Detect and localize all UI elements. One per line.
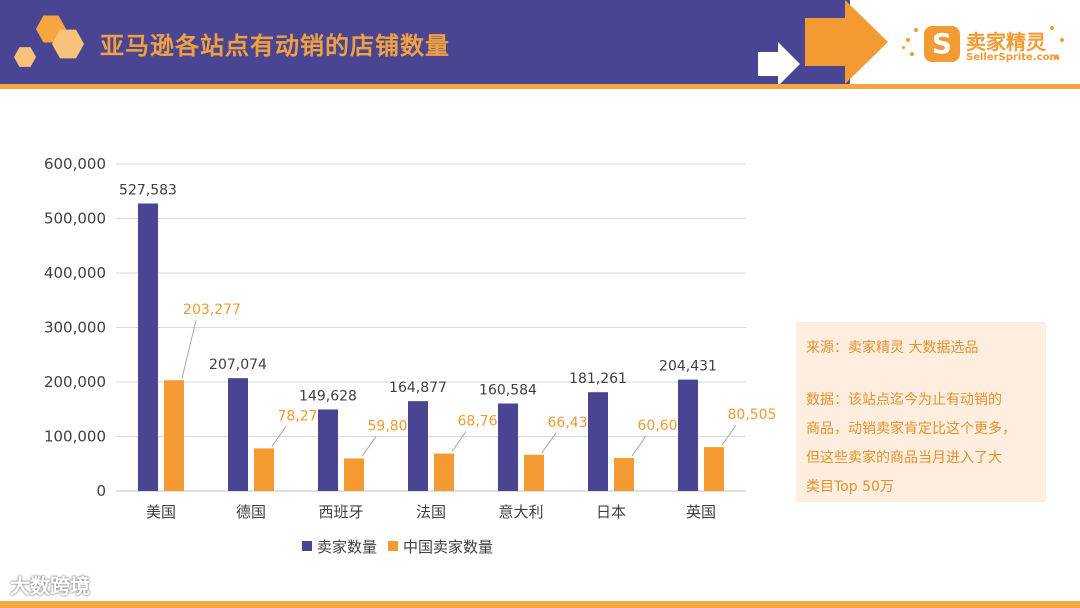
- data-note: 数据：该站点迄今为止有动销的 商品，动销卖家肯定比这个更多， 但这些卖家的商品当…: [806, 386, 1036, 502]
- data-label: 60,605: [638, 418, 687, 434]
- footer-divider: [0, 601, 1080, 608]
- y-tick-label: 0: [96, 482, 106, 500]
- legend-swatch: [388, 541, 398, 551]
- data-note-line: 商品，动销卖家肯定比这个更多，: [806, 421, 1016, 437]
- data-label: 160,584: [479, 382, 537, 398]
- bar-seller-count: [588, 392, 608, 491]
- y-tick-label: 500,000: [44, 210, 106, 228]
- data-note-line: 但这些卖家的商品当月进入了大: [806, 450, 1002, 466]
- data-label: 68,766: [458, 414, 507, 430]
- leader-line: [451, 431, 467, 452]
- hexagon-icon: [14, 47, 36, 67]
- y-tick-label: 400,000: [44, 264, 106, 282]
- leader-line: [721, 424, 737, 446]
- data-label: 59,805: [368, 418, 417, 434]
- legend-label: 卖家数量: [317, 538, 377, 556]
- bar-china-seller-count: [614, 457, 634, 491]
- legend-swatch: [302, 541, 312, 551]
- x-tick-label: 英国: [686, 503, 716, 521]
- data-label: 527,583: [119, 182, 177, 198]
- data-label: 164,877: [389, 380, 447, 396]
- watermark: 大数跨境: [10, 574, 90, 598]
- bar-seller-count: [228, 378, 248, 491]
- bar-china-seller-count: [704, 447, 724, 491]
- y-tick-label: 300,000: [44, 319, 106, 337]
- header: 亚马逊各站点有动销的店铺数量 S 卖家精灵 SellerSprite.com: [0, 0, 1080, 89]
- x-tick-label: 意大利: [498, 503, 543, 521]
- x-tick-label: 西班牙: [318, 503, 363, 521]
- logo-name: 卖家精灵: [966, 30, 1046, 54]
- leader-line: [541, 432, 557, 454]
- data-label: 149,628: [299, 388, 357, 404]
- y-tick-label: 100,000: [44, 428, 106, 446]
- data-label: 66,432: [548, 415, 597, 431]
- logo-mark-icon: S: [924, 26, 960, 62]
- header-divider: [0, 84, 1080, 89]
- header-band: [0, 0, 850, 84]
- bar-seller-count: [678, 379, 698, 491]
- bar-seller-count: [498, 403, 518, 491]
- logo-url: SellerSprite.com: [966, 52, 1060, 63]
- bar-chart: 0 100,000 200,000 300,000 400,000 500,000 600,…: [0, 130, 780, 570]
- x-tick-label: 美国: [146, 503, 176, 521]
- x-tick-label: 德国: [236, 503, 266, 521]
- bar-seller-count: [408, 401, 428, 491]
- data-label: 181,261: [569, 371, 627, 387]
- y-tick-label: 600,000: [44, 155, 106, 173]
- page-title: 亚马逊各站点有动销的店铺数量: [100, 32, 450, 60]
- x-tick-label: 日本: [596, 503, 626, 521]
- x-tick-label: 法国: [416, 503, 446, 521]
- bar-seller-count: [318, 409, 338, 491]
- legend-label: 中国卖家数量: [403, 538, 493, 556]
- source-text: 来源：卖家精灵 大数据选品: [806, 340, 979, 356]
- leader-line: [361, 436, 377, 457]
- data-label: 207,074: [209, 357, 267, 373]
- bar-china-seller-count: [434, 453, 454, 491]
- leader-line: [181, 320, 197, 379]
- white-arrow-icon: [758, 42, 800, 84]
- leader-line: [631, 435, 647, 457]
- data-note-line: 数据：该站点迄今为止有动销的: [806, 392, 1002, 408]
- bar-china-seller-count: [524, 454, 544, 491]
- bar-china-seller-count: [164, 380, 184, 491]
- header-arrows: [758, 0, 888, 84]
- leader-line: [271, 426, 287, 447]
- data-label: 204,431: [659, 359, 717, 375]
- chart-svg: 0 100,000 200,000 300,000 400,000 500,000 600,…: [44, 155, 777, 556]
- y-tick-label: 200,000: [44, 373, 106, 391]
- data-note-line: 类目Top 50万: [806, 479, 894, 495]
- source-note-box: 来源：卖家精灵 大数据选品 数据：该站点迄今为止有动销的 商品，动销卖家肯定比这…: [796, 322, 1046, 502]
- data-label: 80,505: [728, 407, 777, 423]
- data-label: 203,277: [183, 302, 241, 318]
- bar-china-seller-count: [254, 448, 274, 491]
- bar-seller-count: [138, 203, 158, 491]
- seller-sprite-logo: S 卖家精灵 SellerSprite.com: [900, 18, 1070, 74]
- orange-arrow-icon: [805, 0, 888, 84]
- bar-china-seller-count: [344, 458, 364, 491]
- data-label: 78,277: [278, 408, 327, 424]
